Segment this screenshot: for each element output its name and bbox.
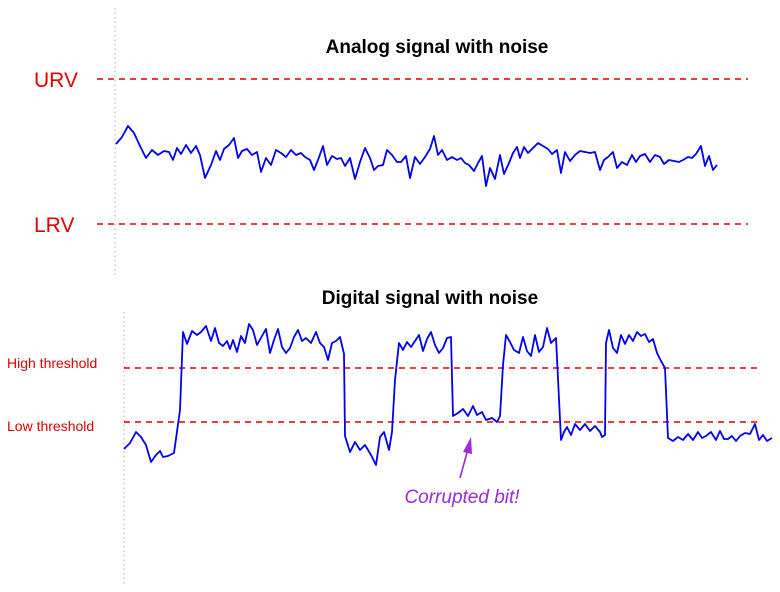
lrv-label: LRV	[34, 214, 74, 237]
corrupted-bit-arrow	[459, 437, 472, 479]
digital-title: Digital signal with noise	[322, 288, 538, 309]
high-threshold-label: High threshold	[7, 355, 97, 371]
corrupted-bit-label: Corrupted bit!	[404, 487, 520, 508]
low-threshold-label: Low threshold	[7, 418, 94, 434]
digital-signal-trace	[123, 323, 773, 466]
analog-title: Analog signal with noise	[326, 37, 549, 58]
urv-label: URV	[34, 69, 78, 92]
analog-signal-trace	[115, 125, 718, 187]
